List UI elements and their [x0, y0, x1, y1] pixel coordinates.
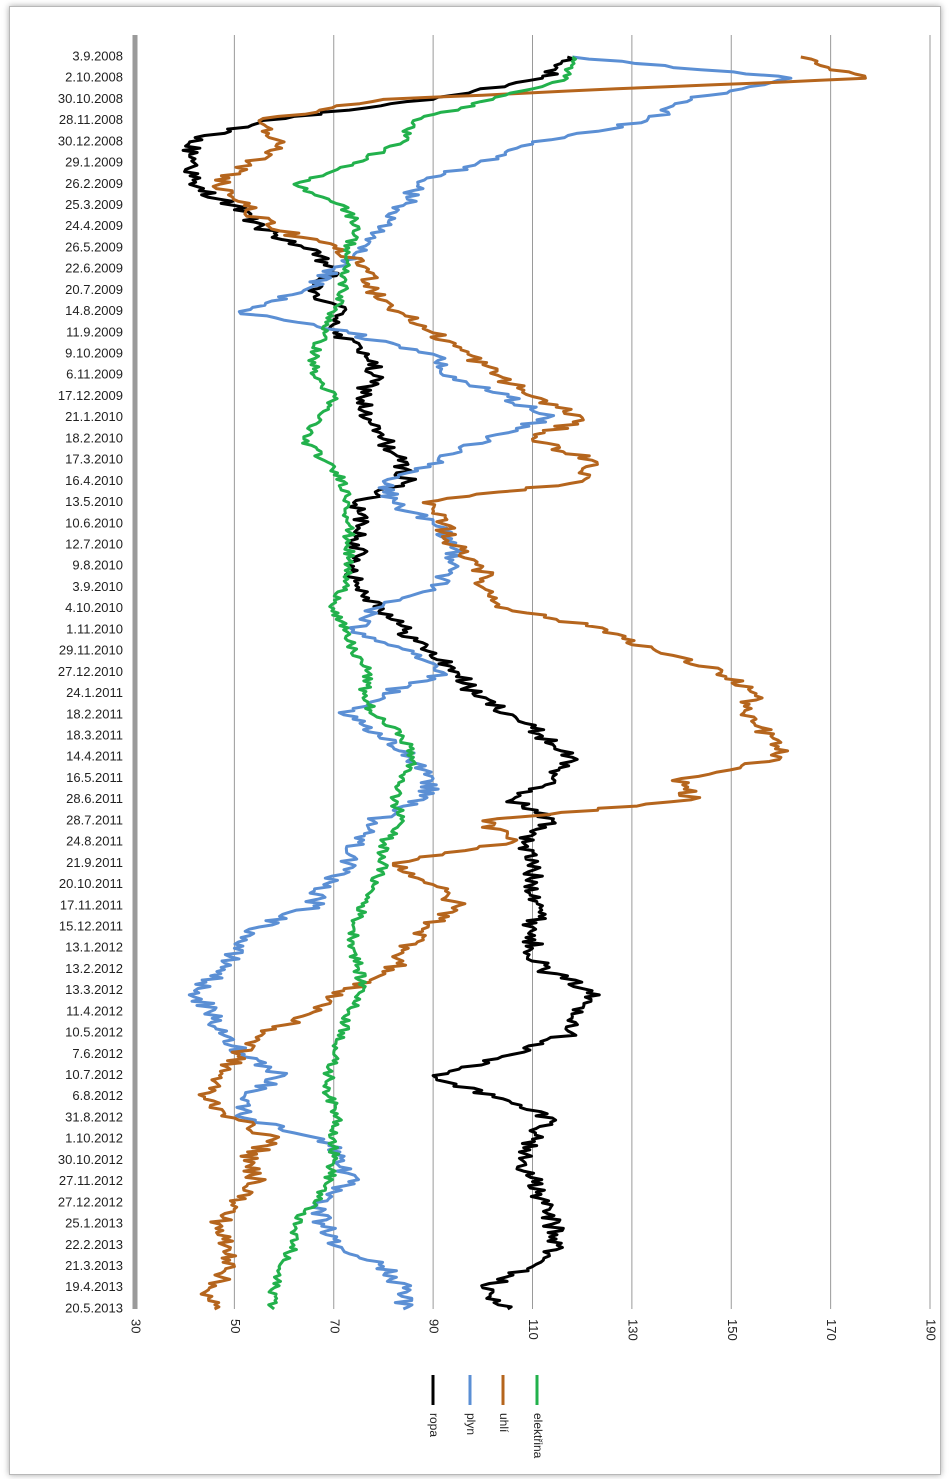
series-line-elektřina	[267, 55, 577, 1311]
category-tick-label: 29.11.2010	[59, 643, 123, 658]
category-tick-label: 12.7.2010	[65, 537, 123, 552]
category-tick-label: 22.2.2013	[65, 1237, 123, 1252]
category-tick-label: 31.8.2012	[65, 1109, 123, 1124]
category-tick-label: 3.9.2008	[72, 48, 123, 63]
series-line-ropa	[181, 55, 601, 1311]
category-tick-label: 25.1.2013	[65, 1216, 123, 1231]
category-tick-label: 6.8.2012	[72, 1088, 123, 1103]
category-tick-label: 26.2.2009	[65, 176, 123, 191]
category-tick-label: 16.5.2011	[66, 770, 123, 785]
category-tick-label: 13.3.2012	[65, 982, 123, 997]
category-tick-label: 11.9.2009	[66, 324, 123, 339]
value-tick-label: 110	[526, 1319, 541, 1340]
legend-label-uhlí: uhlí	[497, 1413, 511, 1433]
category-tick-label: 16.4.2010	[65, 473, 123, 488]
category-tick-label: 14.4.2011	[66, 749, 123, 764]
value-tick-label: 170	[824, 1319, 839, 1341]
category-tick-label: 27.12.2010	[58, 664, 123, 679]
category-tick-label: 7.6.2012	[72, 1046, 123, 1061]
value-tick-label: 30	[129, 1319, 144, 1333]
category-tick-label: 30.12.2008	[58, 133, 123, 148]
category-tick-label: 6.11.2009	[66, 367, 123, 382]
category-tick-label: 21.3.2013	[65, 1258, 123, 1273]
category-tick-label: 14.8.2009	[65, 303, 123, 318]
category-tick-label: 4.10.2010	[65, 600, 123, 615]
category-tick-label: 21.9.2011	[66, 855, 123, 870]
category-tick-label: 1.11.2010	[66, 621, 123, 636]
legend-label-elektřina: elektřina	[531, 1413, 545, 1459]
category-tick-label: 3.9.2010	[72, 579, 123, 594]
category-tick-label: 19.4.2013	[65, 1279, 123, 1294]
category-tick-label: 22.6.2009	[65, 261, 123, 276]
category-tick-label: 13.5.2010	[65, 494, 123, 509]
category-tick-label: 17.3.2010	[65, 452, 123, 467]
category-tick-label: 20.5.2013	[65, 1300, 123, 1315]
category-tick-label: 26.5.2009	[65, 239, 123, 254]
category-tick-label: 13.1.2012	[65, 940, 123, 955]
category-tick-label: 24.1.2011	[66, 685, 123, 700]
value-tick-label: 130	[625, 1319, 640, 1341]
category-tick-label: 18.2.2011	[66, 706, 123, 721]
line-chart: 3.9.2008 2.10.2008 30.10.2008 28.11.2008 30.…	[58, 35, 939, 1459]
category-tick-label: 28.11.2008	[59, 112, 123, 127]
category-tick-label: 27.12.2012	[58, 1194, 123, 1209]
series-line-uhlí	[197, 55, 867, 1311]
value-tick-label: 70	[327, 1319, 342, 1333]
category-tick-label: 17.11.2011	[60, 897, 123, 912]
category-tick-label: 11.4.2012	[66, 1003, 123, 1018]
series-line-plyn	[187, 55, 793, 1311]
chart-frame: 3.9.2008 2.10.2008 30.10.2008 28.11.2008 30.…	[9, 6, 941, 1475]
category-tick-label: 18.3.2011	[66, 727, 123, 742]
category-tick-label: 10.7.2012	[65, 1067, 123, 1082]
category-tick-label: 20.7.2009	[65, 282, 123, 297]
category-tick-label: 29.1.2009	[65, 155, 123, 170]
category-tick-label: 24.8.2011	[66, 834, 123, 849]
category-tick-label: 10.5.2012	[65, 1025, 123, 1040]
value-tick-label: 50	[228, 1319, 243, 1333]
category-tick-label: 1.10.2012	[65, 1131, 123, 1146]
legend-label-ropa: ropa	[427, 1413, 441, 1437]
category-tick-label: 9.8.2010	[72, 558, 123, 573]
category-tick-label: 10.6.2010	[65, 515, 123, 530]
category-tick-label: 27.11.2012	[59, 1173, 123, 1188]
value-tick-label: 90	[427, 1319, 442, 1333]
value-tick-label: 150	[725, 1319, 740, 1341]
category-tick-label: 28.7.2011	[66, 812, 123, 827]
category-tick-label: 28.6.2011	[66, 791, 123, 806]
series-lines	[181, 55, 867, 1311]
category-tick-label: 21.1.2010	[65, 409, 123, 424]
legend: ropa plyn uhlí elektřina	[427, 1375, 545, 1459]
category-axis: 3.9.2008 2.10.2008 30.10.2008 28.11.2008 30.…	[58, 35, 138, 1315]
category-tick-label: 15.12.2011	[59, 918, 123, 933]
category-tick-label: 17.12.2009	[58, 388, 123, 403]
category-tick-label: 25.3.2009	[65, 197, 123, 212]
category-tick-label: 20.10.2011	[59, 876, 123, 891]
category-tick-label: 24.4.2009	[65, 218, 123, 233]
legend-label-plyn: plyn	[464, 1413, 478, 1435]
category-tick-label: 30.10.2012	[58, 1152, 123, 1167]
category-tick-label: 9.10.2009	[65, 346, 123, 361]
value-axis: 30 50 70 90 110 130 150 170 190	[129, 1319, 939, 1341]
category-tick-label: 13.2.2012	[65, 961, 123, 976]
value-tick-label: 190	[924, 1319, 939, 1341]
category-tick-label: 30.10.2008	[58, 91, 123, 106]
category-tick-label: 18.2.2010	[65, 430, 123, 445]
category-tick-label: 2.10.2008	[65, 70, 123, 85]
